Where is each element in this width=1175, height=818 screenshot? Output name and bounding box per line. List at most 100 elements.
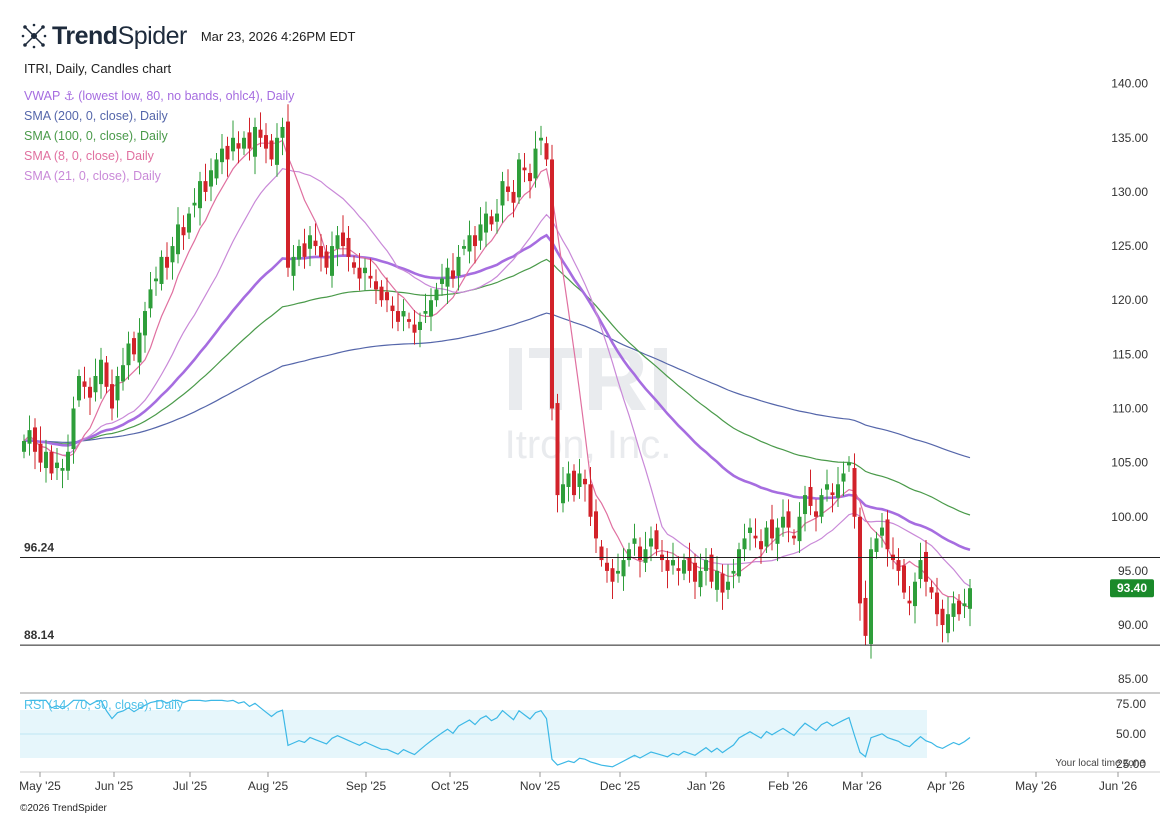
candle [764, 521, 769, 554]
candle [929, 580, 934, 600]
candle [885, 510, 890, 567]
candle [467, 220, 472, 264]
candle [110, 369, 114, 421]
candle [715, 556, 719, 602]
candle [489, 209, 494, 231]
indicator-sma-200[interactable]: SMA (200, 0, close), Daily [24, 109, 168, 123]
candle [654, 523, 659, 556]
candle [165, 242, 169, 280]
candle [698, 553, 703, 597]
candle [407, 312, 411, 329]
candle [456, 244, 461, 291]
x-tick-label: Jun '26 [1099, 779, 1138, 793]
candle [269, 134, 274, 166]
candle [676, 556, 681, 586]
candle [940, 599, 945, 643]
candle [286, 104, 290, 277]
candle [192, 188, 197, 218]
candle [187, 207, 191, 240]
x-tick-label: Jul '25 [173, 779, 208, 793]
candle [869, 537, 873, 659]
candle [522, 152, 527, 183]
sma-100-line [23, 258, 971, 516]
candle [577, 458, 582, 499]
y-tick-label: 135.00 [1111, 131, 1148, 145]
candle [825, 469, 829, 502]
candle [748, 518, 752, 551]
candle [599, 540, 604, 567]
candle [132, 331, 136, 361]
candle [891, 537, 895, 570]
candle [682, 553, 686, 581]
candle [291, 244, 296, 291]
candle [363, 258, 367, 291]
candle [242, 131, 246, 156]
candle [830, 483, 835, 513]
candle [225, 136, 230, 177]
candle [753, 518, 758, 548]
candle [687, 542, 692, 583]
candle [319, 234, 323, 272]
candle [814, 499, 818, 532]
rsi-tick-label: 50.00 [1116, 727, 1146, 741]
local-time-note: Your local time zone [1055, 758, 1145, 769]
indicator-vwap[interactable]: VWAP ⚓ (lowest low, 80, no bands, ohlc4)… [24, 89, 295, 103]
y-tick-label: 115.00 [1112, 347, 1148, 361]
candle [836, 466, 840, 508]
x-tick-label: Apr '26 [927, 779, 965, 793]
candle [693, 553, 697, 600]
candle [847, 456, 851, 472]
candle [335, 226, 340, 267]
y-tick-label: 100.00 [1111, 510, 1148, 524]
y-tick-label: 105.00 [1111, 456, 1148, 470]
candle [148, 272, 153, 318]
y-tick-label: 95.00 [1118, 564, 1148, 578]
candle [858, 507, 862, 621]
candle [49, 445, 54, 480]
candle [390, 296, 395, 329]
candle [264, 123, 268, 164]
candle [561, 466, 565, 513]
indicator-sma-100[interactable]: SMA (100, 0, close), Daily [24, 129, 168, 143]
x-tick-label: Dec '25 [600, 779, 641, 793]
candle [918, 542, 923, 589]
candle [946, 596, 950, 643]
candle [517, 152, 521, 204]
candle [104, 355, 109, 394]
indicator-sma-8[interactable]: SMA (8, 0, close), Daily [24, 149, 154, 163]
candle [231, 120, 235, 161]
candle [583, 469, 587, 502]
candle [154, 266, 158, 296]
candle [159, 250, 164, 291]
sma-200-line [23, 312, 971, 459]
candle [968, 579, 972, 627]
last-price-tag [1110, 579, 1154, 598]
candle [935, 577, 939, 627]
indicator-sma-21[interactable]: SMA (21, 0, close), Daily [24, 169, 161, 183]
candle [786, 499, 791, 543]
candle [33, 418, 37, 470]
candle [588, 466, 593, 526]
candle [236, 131, 241, 164]
candle [726, 564, 730, 600]
candle [352, 255, 356, 275]
candle [951, 591, 956, 632]
candle [423, 293, 428, 323]
level-label-1: 88.14 [24, 628, 54, 642]
candle [841, 461, 846, 497]
candle [957, 594, 961, 621]
candle [143, 301, 147, 353]
candle [401, 299, 406, 332]
candle [181, 215, 186, 250]
candle [170, 236, 175, 280]
candle [803, 485, 807, 532]
rsi-label[interactable]: RSI (14, 70, 30, close), Daily [24, 698, 184, 712]
x-tick-label: Feb '26 [768, 779, 808, 793]
candle [720, 564, 725, 610]
candle [544, 136, 549, 166]
candle [275, 123, 279, 177]
candle [781, 499, 785, 537]
candle [797, 502, 802, 554]
x-tick-label: Nov '25 [520, 779, 561, 793]
